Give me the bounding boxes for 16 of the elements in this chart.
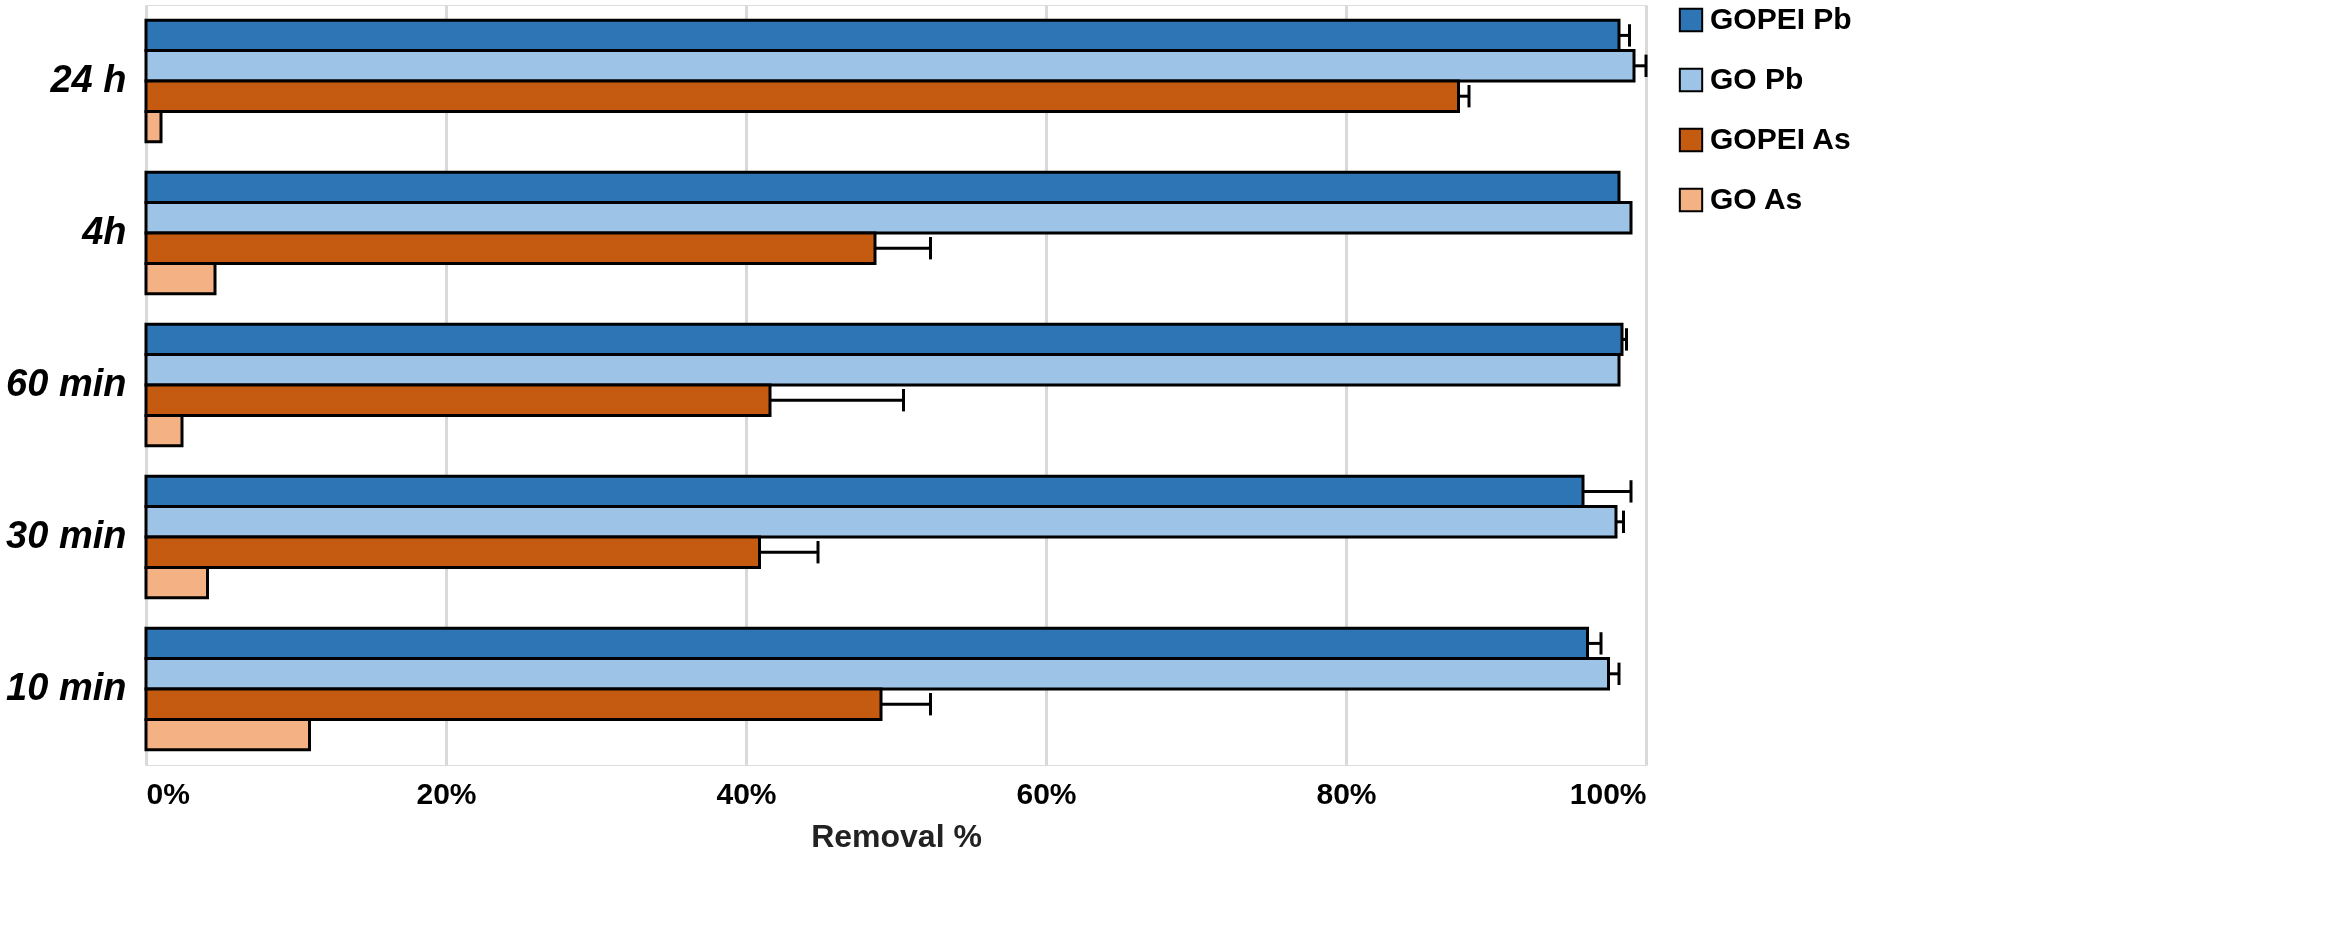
- x-tick-label: 80%: [1316, 776, 1377, 810]
- y-tick-label: 30 min: [6, 514, 127, 556]
- y-tick-label: 60 min: [6, 362, 127, 404]
- legend-label: GO Pb: [1710, 62, 1804, 95]
- x-tick-label: 0%: [146, 776, 190, 810]
- y-tick-label: 24 h: [49, 58, 127, 100]
- x-tick-label: 60%: [1016, 776, 1077, 810]
- legend-label: GOPEI Pb: [1710, 2, 1852, 35]
- y-tick-label: 4h: [81, 210, 127, 252]
- legend-label: GO As: [1710, 182, 1803, 215]
- x-tick-label: 40%: [716, 776, 777, 810]
- y-tick-label: 10 min: [6, 666, 127, 708]
- legend-label: GOPEI As: [1710, 122, 1851, 155]
- x-tick-label: 20%: [416, 776, 477, 810]
- x-tick-label: 100%: [1569, 776, 1647, 810]
- x-axis-title: Removal %: [811, 817, 982, 854]
